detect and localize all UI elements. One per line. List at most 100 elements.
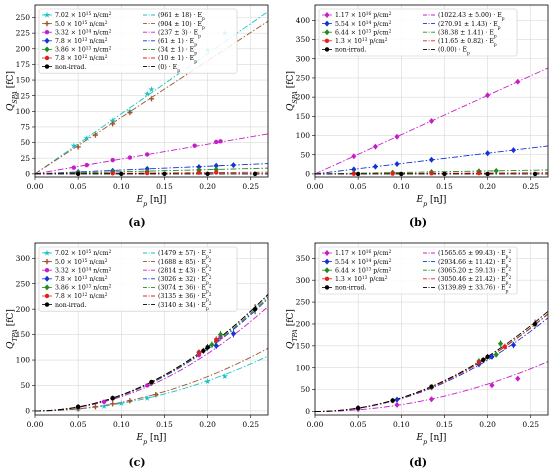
- x-axis-label: Ep [nJ]: [416, 433, 447, 446]
- fit-line: [35, 347, 268, 412]
- data-point: [394, 401, 400, 408]
- y-tick-label: 75: [20, 123, 30, 132]
- data-point: [110, 396, 115, 401]
- x-tick-label: 0.15: [436, 182, 453, 191]
- data-point: [214, 170, 219, 175]
- data-point: [162, 171, 167, 177]
- y-tick-label: 0: [25, 169, 30, 178]
- plot-frame: [34, 242, 269, 416]
- plot-frame: [314, 242, 549, 416]
- data-point: [442, 171, 447, 177]
- legend-marker: [324, 38, 330, 43]
- data-point: [214, 139, 219, 145]
- legend-label: 5.0 × 1015 n/cm2: [55, 258, 108, 266]
- data-point: [204, 378, 211, 385]
- x-tick-label: 0.10: [393, 182, 410, 191]
- legend-box: [38, 246, 238, 312]
- fit-lines: [35, 294, 268, 412]
- data-point: [144, 152, 150, 157]
- data-point: [92, 404, 99, 410]
- legend-fit-label: (2934.66 ± 11.42) · Ep2: [438, 258, 511, 268]
- legend-fit-label: (1565.65 ± 99.43) · Ep2: [438, 250, 511, 260]
- data-point: [252, 171, 258, 177]
- legend-marker: [44, 46, 50, 53]
- data-point: [196, 350, 202, 355]
- x-tick-label: 0.15: [436, 420, 453, 429]
- legend-label: 5.54 × 1014 p/cm2: [335, 20, 392, 28]
- data-point: [532, 321, 538, 327]
- data-point: [83, 134, 91, 141]
- legend-fit-label: (0) · Ep: [158, 64, 180, 74]
- x-tick-label: 0.25: [522, 182, 539, 191]
- legend-fit-label: (61 ± 1) · Ep: [158, 38, 197, 48]
- legend-label: non-irrad.: [55, 64, 86, 71]
- legend-box: [38, 8, 238, 74]
- data-point: [429, 171, 434, 176]
- legend-label: non-irrad.: [335, 47, 366, 54]
- x-tick-label: 0.10: [393, 420, 410, 429]
- legend-fit-label: (11.65 ± 0.82) · Ep: [438, 38, 497, 48]
- data-point: [149, 379, 154, 385]
- data-point: [394, 396, 400, 403]
- fit-line: [35, 296, 268, 412]
- x-tick-label: 0.00: [307, 420, 324, 429]
- panel-caption: (d): [409, 456, 427, 469]
- legend-marker: [324, 47, 330, 52]
- x-tick-label: 0.05: [350, 182, 367, 191]
- data-point: [428, 396, 435, 403]
- x-tick-label: 0.15: [156, 420, 173, 429]
- data-point: [213, 162, 219, 169]
- data-point: [75, 144, 81, 150]
- data-point: [148, 86, 155, 93]
- legend-fit-label: (3050.46 ± 21.42) · Ep2: [438, 276, 511, 286]
- x-axis-label: Ep [nJ]: [416, 195, 447, 208]
- legend-label: 7.8 × 1013 n/cm2: [55, 38, 108, 46]
- y-tick-label: 150: [296, 112, 311, 121]
- data-point: [372, 143, 379, 150]
- x-tick-label: 0.05: [70, 182, 87, 191]
- legend: 7.02 × 1015 n/cm2 (1479 ± 57) · Ep2 5.0 × …: [38, 246, 238, 312]
- legend-label: 7.8 × 1012 n/cm2: [55, 293, 108, 301]
- x-axis-label: Ep [nJ]: [136, 195, 167, 208]
- legend-fit-label: (34 ± 1) · Ep: [158, 47, 197, 57]
- data-point: [485, 171, 490, 177]
- data-point: [502, 344, 508, 349]
- x-axis-label: Ep [nJ]: [136, 433, 167, 446]
- legend-fit-label: (1479 ± 57) · Ep2: [158, 250, 212, 260]
- data-point: [489, 382, 495, 389]
- x-tick-label: 0.20: [479, 420, 496, 429]
- legend-fit-label: (2814 ± 43) · Ep2: [158, 267, 212, 277]
- legend-marker: [44, 293, 50, 299]
- data-point: [394, 160, 400, 167]
- panel-caption: (c): [128, 456, 145, 469]
- x-tick-label: 0.10: [113, 420, 130, 429]
- y-tick-label: 50: [20, 138, 30, 147]
- data-point: [351, 166, 357, 173]
- data-point: [515, 375, 521, 382]
- x-tick-label: 0.10: [113, 182, 130, 191]
- y-tick-label: 150: [16, 330, 31, 339]
- data-point: [355, 405, 361, 411]
- legend-label: 6.44 × 1013 p/cm2: [335, 29, 392, 37]
- x-tick-label: 0.05: [70, 420, 87, 429]
- legend-marker: [44, 302, 50, 307]
- legend-fit-label: (961 ± 18) · Ep: [158, 12, 205, 22]
- data-point: [221, 372, 229, 380]
- data-point: [148, 96, 155, 102]
- y-tick-label: 100: [296, 131, 311, 140]
- legend-label: 1.17 × 1016 p/cm2: [335, 12, 392, 20]
- fit-line: [35, 163, 268, 175]
- data-point: [484, 150, 491, 157]
- data-point: [489, 353, 495, 360]
- data-point: [100, 402, 108, 410]
- data-points: [355, 319, 538, 413]
- legend-label: 5.54 × 1014 p/cm2: [335, 258, 392, 266]
- data-point: [481, 357, 486, 363]
- data-point: [399, 171, 404, 177]
- legend-marker: [324, 258, 330, 265]
- data-point: [92, 132, 99, 138]
- legend-fit-label: (0.00) · Ep: [438, 47, 470, 57]
- legend-marker: [324, 29, 330, 36]
- data-point: [515, 78, 521, 85]
- legend-fit-label: (270.91 ± 1.43) · Ep: [438, 21, 501, 31]
